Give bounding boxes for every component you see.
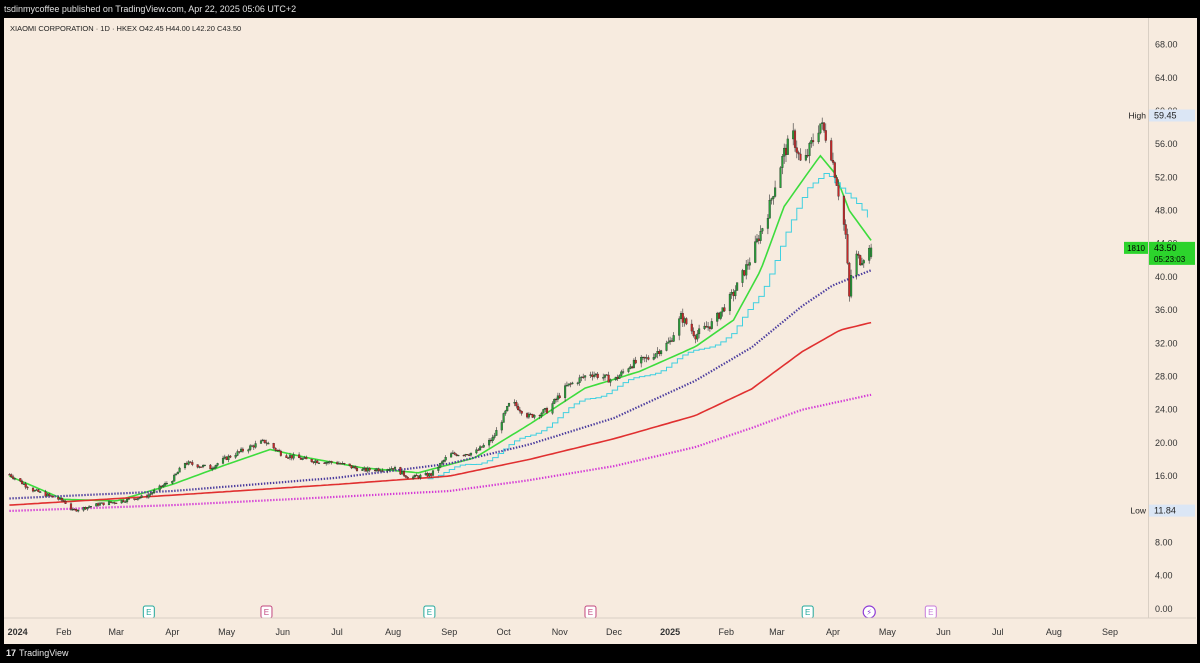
chart-panel[interactable] (4, 18, 1148, 644)
tradingview-logo-text: TradingView (19, 648, 69, 658)
tradingview-logo-icon: 17 (6, 648, 17, 658)
footer-bar: 17 TradingView (0, 644, 1200, 663)
price-axis[interactable] (1148, 18, 1197, 644)
publisher-bar: tsdinmycoffee published on TradingView.c… (0, 0, 1200, 18)
tradingview-logo[interactable]: 17 TradingView (6, 647, 69, 660)
symbol-legend: XIAOMI CORPORATION · 1D · HKEX O42.45 H4… (10, 24, 242, 33)
publisher-text: tsdinmycoffee published on TradingView.c… (4, 4, 297, 14)
